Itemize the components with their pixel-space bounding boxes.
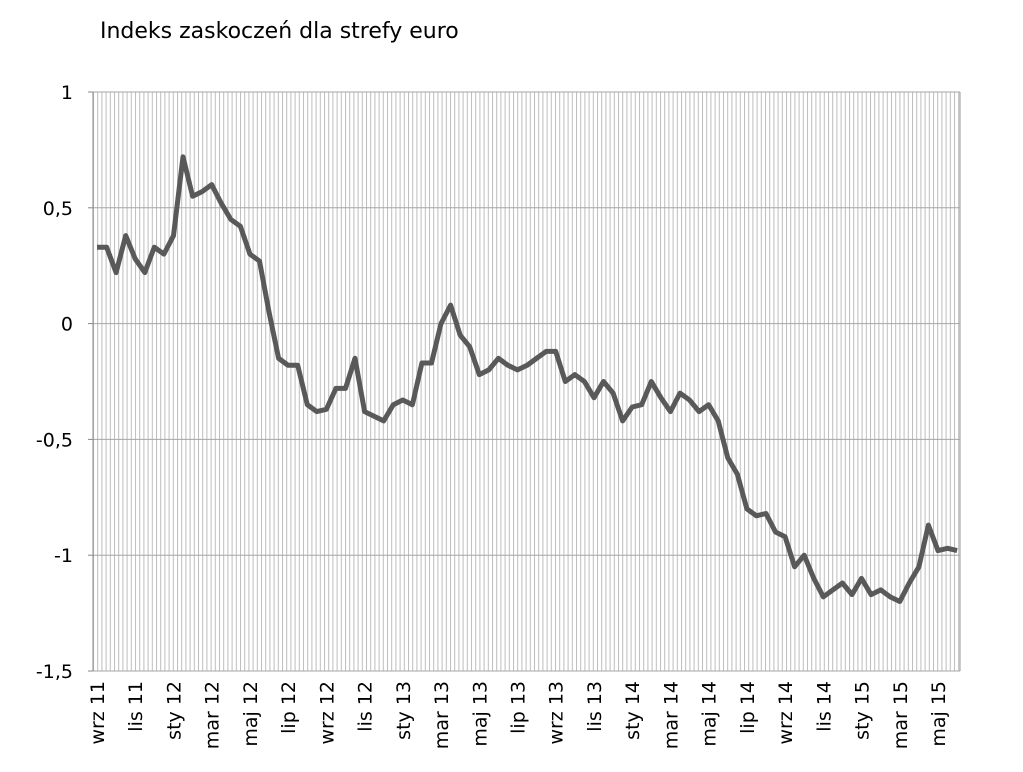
y-tick-label: -0,5	[36, 429, 73, 451]
x-tick-label: wrz 14	[775, 681, 797, 745]
x-tick-label: mar 15	[890, 681, 912, 749]
y-tick-label: 1	[61, 82, 73, 104]
x-tick-label: lis 11	[125, 681, 147, 732]
vertical-grid	[93, 92, 960, 671]
x-tick-label: sty 12	[163, 681, 185, 740]
y-tick-label: 0,5	[43, 198, 73, 220]
x-tick-label: lip 14	[737, 681, 759, 734]
y-tick-label: -1,5	[36, 661, 73, 683]
x-tick-label: mar 13	[431, 681, 453, 749]
x-tick-label: lis 12	[355, 681, 377, 732]
x-tick-label: sty 15	[852, 681, 874, 740]
x-tick-label: wrz 12	[316, 681, 338, 745]
x-tick-label: wrz 11	[87, 681, 109, 745]
x-tick-label: wrz 13	[546, 681, 568, 745]
x-tick-label: sty 13	[393, 681, 415, 740]
x-tick-label: maj 15	[928, 681, 950, 747]
x-tick-label: lis 13	[584, 681, 606, 732]
x-tick-label: maj 14	[699, 681, 721, 747]
x-tick-label: lis 14	[813, 681, 835, 732]
y-tick-label: -1	[54, 545, 73, 567]
y-tick-label: 0	[61, 314, 73, 336]
x-tick-label: lip 12	[278, 681, 300, 734]
x-tick-label: maj 12	[240, 681, 262, 747]
x-tick-label: mar 12	[202, 681, 224, 749]
x-tick-label: mar 14	[660, 681, 682, 749]
x-tick-label: sty 14	[622, 681, 644, 740]
x-tick-label: lip 13	[508, 681, 530, 734]
x-tick-label: maj 13	[469, 681, 491, 747]
chart-title: Indeks zaskoczeń dla strefy euro	[100, 19, 459, 44]
data-line	[97, 154, 958, 604]
